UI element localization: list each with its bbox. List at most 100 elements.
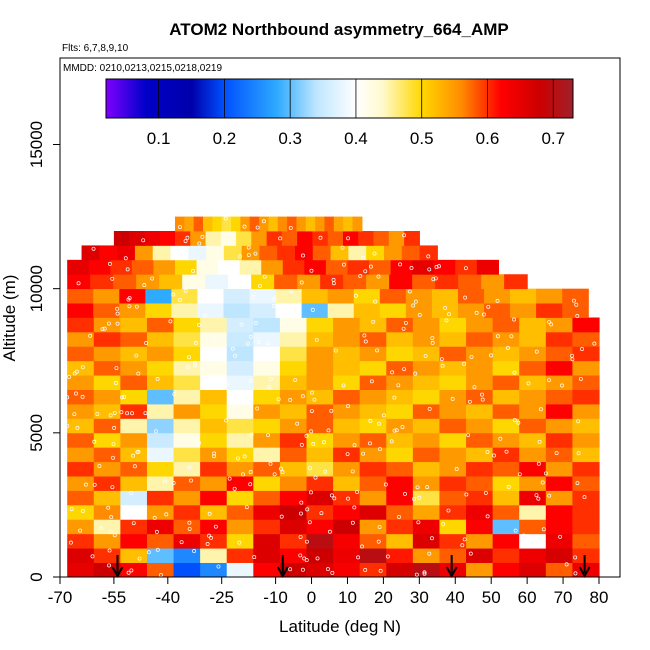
observation-point <box>430 336 435 340</box>
observation-point <box>483 490 488 495</box>
observation-point <box>143 411 148 416</box>
observation-point <box>207 533 211 538</box>
observation-point <box>171 481 176 485</box>
heatmap-cell <box>240 216 251 232</box>
observation-point <box>126 297 131 302</box>
observation-point <box>154 429 159 434</box>
observation-point <box>547 320 552 325</box>
observation-point <box>300 394 305 399</box>
observation-point <box>310 307 315 312</box>
heatmap-cell <box>466 418 494 434</box>
observation-point <box>441 522 446 527</box>
heatmap-cell <box>226 490 254 506</box>
observation-point <box>276 397 281 402</box>
heatmap-cell <box>492 562 520 577</box>
heatmap-cell <box>297 274 321 290</box>
heatmap-cell <box>519 447 547 463</box>
heatmap-cell <box>327 231 344 246</box>
observation-point <box>381 413 386 418</box>
heatmap-cell <box>343 274 367 290</box>
observation-point <box>179 540 184 545</box>
heatmap-cell <box>519 331 547 347</box>
heatmap-cell <box>253 432 281 448</box>
heatmap-cell <box>379 303 407 318</box>
heatmap-cell <box>120 533 148 549</box>
heatmap-cell <box>200 331 228 347</box>
observation-point <box>346 236 351 241</box>
heatmap-cell <box>359 432 387 448</box>
heatmap-cell <box>146 346 175 362</box>
heatmap-cell <box>492 331 520 347</box>
observation-point <box>257 283 262 288</box>
observation-point <box>352 505 357 510</box>
x-tick-label: -10 <box>263 588 288 607</box>
heatmap-cell <box>67 461 95 477</box>
heatmap-cell <box>159 231 176 246</box>
observation-point <box>392 428 397 433</box>
observation-point <box>194 437 199 442</box>
observation-point <box>213 524 218 529</box>
observation-point <box>131 521 136 526</box>
heatmap-cell <box>359 360 387 376</box>
observation-point <box>427 406 432 411</box>
heatmap-cell <box>366 245 385 261</box>
heatmap-cell <box>306 317 334 333</box>
heatmap-cell <box>279 317 308 333</box>
heatmap-cell <box>412 375 441 390</box>
heatmap-cell <box>120 389 148 405</box>
heatmap-cell <box>386 360 414 376</box>
heatmap-cell <box>93 476 121 491</box>
colorbar-gradient <box>105 78 574 119</box>
heatmap-cell <box>93 375 121 390</box>
y-tick-label: 5000 <box>27 414 46 452</box>
heatmap-cell <box>572 432 600 448</box>
observation-point <box>130 411 135 416</box>
observation-point <box>400 425 405 430</box>
observation-point <box>122 394 127 399</box>
heatmap-cell <box>306 432 334 448</box>
observation-point <box>172 392 177 397</box>
observation-point <box>311 442 316 446</box>
heatmap-cell <box>220 231 237 246</box>
heatmap-cell <box>333 562 361 577</box>
heatmap-cell <box>67 331 95 347</box>
observation-point <box>299 442 304 447</box>
observation-point <box>558 534 563 539</box>
heatmap-cell <box>253 562 281 577</box>
observation-point <box>447 312 451 317</box>
observation-point <box>298 511 303 516</box>
observation-point <box>262 274 267 279</box>
heatmap-cell <box>545 461 574 477</box>
observation-point <box>152 515 157 520</box>
heatmap-cell <box>379 288 407 304</box>
flight-arrows <box>111 555 591 579</box>
heatmap-cell <box>431 303 459 318</box>
observation-point <box>68 540 73 545</box>
heatmap-cell <box>67 259 90 275</box>
heatmap-cell <box>369 259 392 275</box>
x-tick-label: -70 <box>48 588 73 607</box>
observation-point <box>241 472 245 477</box>
heatmap-cell <box>67 476 95 491</box>
heatmap-cell <box>67 375 95 390</box>
heatmap-cell <box>226 432 254 448</box>
flight-arrow <box>578 555 591 579</box>
heatmap-cell <box>333 476 361 491</box>
heatmap-cell <box>412 274 436 290</box>
observation-point <box>203 313 208 318</box>
x-tick-label: 40 <box>446 588 465 607</box>
observation-point <box>256 340 261 344</box>
observation-point <box>197 322 202 327</box>
observation-point <box>412 497 417 501</box>
observation-point <box>216 564 221 569</box>
heatmap-cell <box>405 288 433 304</box>
heatmap-cell <box>572 375 600 390</box>
observation-point <box>191 269 196 273</box>
heatmap-cell <box>405 303 433 318</box>
observation-point <box>560 383 565 388</box>
heatmap-cell <box>136 274 160 290</box>
heatmap-cell <box>412 447 441 463</box>
observation-point <box>340 245 345 250</box>
observation-point <box>72 371 77 376</box>
heatmap-cell <box>67 562 95 577</box>
